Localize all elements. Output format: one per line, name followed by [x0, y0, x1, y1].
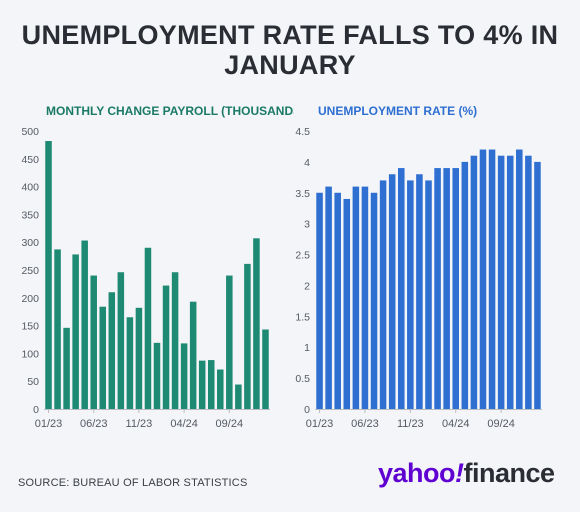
payroll-bar — [90, 275, 97, 409]
rate-y-tick-label: 4.5 — [295, 126, 310, 138]
rate-bar — [452, 168, 460, 409]
payroll-bar — [207, 360, 215, 409]
payroll-x-tick-label: 01/23 — [35, 418, 63, 430]
rate-y-tick-label: 3.5 — [295, 188, 310, 200]
payroll-chart-title: MONTHLY CHANGE PAYROLL (THOUSANDS) — [46, 104, 294, 118]
rate-bar — [461, 161, 469, 409]
rate-bar — [379, 180, 387, 409]
payroll-bar — [117, 272, 125, 409]
payroll-bar — [153, 342, 161, 409]
payroll-y-tick-label: 400 — [21, 182, 39, 194]
rate-bar — [416, 174, 423, 409]
rate-y-tick-label: 0.5 — [295, 373, 310, 385]
payroll-y-tick-label: 150 — [21, 321, 39, 333]
rate-x-tick-label: 11/23 — [397, 418, 424, 430]
payroll-bar — [217, 369, 224, 409]
rate-bar — [352, 186, 360, 409]
rate-bar — [316, 192, 323, 409]
rate-y-tick-label: 0 — [304, 404, 310, 416]
payroll-y-tick-label: 500 — [21, 126, 39, 138]
rate-bar — [388, 174, 396, 409]
rate-bar — [443, 168, 450, 409]
payroll-bar — [226, 275, 233, 409]
payroll-bar — [135, 307, 143, 409]
rate-bar — [516, 149, 523, 410]
rate-bar — [525, 155, 532, 409]
payroll-bar — [253, 238, 260, 409]
rate-bar — [470, 155, 478, 409]
payroll-bar — [235, 384, 242, 409]
rate-x-tick-label: 06/23 — [351, 418, 379, 430]
payroll-x-tick-label: 11/23 — [126, 418, 153, 430]
rate-bar — [325, 186, 332, 409]
payroll-x-tick-label: 04/24 — [170, 418, 198, 430]
payroll-x-tick-label: 06/23 — [80, 418, 108, 430]
rate-bar — [397, 168, 405, 409]
rate-y-tick-label: 1 — [304, 342, 310, 354]
rate-bar — [425, 180, 432, 409]
payroll-y-tick-label: 100 — [21, 348, 39, 360]
rate-y-tick-label: 2 — [304, 280, 310, 292]
payroll-bar — [262, 329, 269, 409]
payroll-bar — [54, 249, 61, 409]
rate-bar — [488, 149, 496, 410]
payroll-bar — [45, 141, 52, 409]
payroll-y-tick-label: 450 — [21, 154, 39, 166]
yahoo-finance-logo: yahoo!finance — [378, 458, 555, 489]
logo-product: finance — [463, 458, 556, 488]
payroll-bar — [171, 272, 179, 409]
rate-bar — [343, 198, 351, 409]
page-title-line-1: UNEMPLOYMENT RATE FALLS TO 4% IN — [21, 20, 559, 50]
payroll-bar — [144, 247, 152, 409]
payroll-y-tick-label: 200 — [21, 293, 39, 305]
rate-bar — [497, 155, 505, 409]
payroll-y-tick-label: 0 — [33, 404, 39, 416]
payroll-y-tick-label: 50 — [27, 376, 39, 388]
payroll-bar — [108, 292, 116, 409]
rate-y-tick-label: 2.5 — [295, 250, 310, 262]
rate-bar — [479, 149, 487, 410]
payroll-bar — [244, 263, 251, 409]
page-title-line-2: JANUARY — [224, 50, 356, 80]
payroll-y-tick-label: 350 — [21, 209, 39, 221]
rate-y-tick-label: 4 — [304, 157, 310, 169]
payroll-bar — [189, 301, 197, 409]
payroll-bar — [198, 360, 206, 409]
rate-bar — [407, 180, 414, 409]
payroll-bar — [180, 343, 188, 409]
rate-bar — [361, 186, 369, 409]
payroll-y-tick-label: 250 — [21, 265, 39, 277]
payroll-y-tick-label: 300 — [21, 237, 39, 249]
rate-bar — [506, 155, 514, 409]
payroll-bar — [99, 306, 107, 409]
rate-x-tick-label: 01/23 — [306, 418, 334, 430]
logo-bang: ! — [455, 458, 464, 488]
rate-y-tick-label: 1.5 — [295, 311, 310, 323]
page-title: UNEMPLOYMENT RATE FALLS TO 4% IN JANUARY — [0, 20, 580, 80]
payroll-bar — [81, 240, 88, 409]
payroll-bar — [126, 317, 134, 409]
payroll-x-tick-label: 09/24 — [216, 418, 244, 430]
source-note: SOURCE: BUREAU OF LABOR STATISTICS — [18, 477, 248, 489]
rate-bar — [434, 168, 441, 409]
payroll-bar — [63, 327, 70, 409]
rate-x-tick-label: 04/24 — [442, 418, 470, 430]
rate-bar — [334, 192, 341, 409]
rate-x-tick-label: 09/24 — [487, 418, 515, 430]
logo-brand: yahoo — [378, 458, 456, 488]
rate-bar — [534, 161, 541, 409]
rate-bar — [370, 192, 378, 409]
rate-chart-title: UNEMPLOYMENT RATE (%) — [318, 104, 478, 118]
payroll-bar — [162, 285, 170, 409]
payroll-bar — [72, 254, 79, 409]
rate-y-tick-label: 3 — [304, 219, 310, 231]
